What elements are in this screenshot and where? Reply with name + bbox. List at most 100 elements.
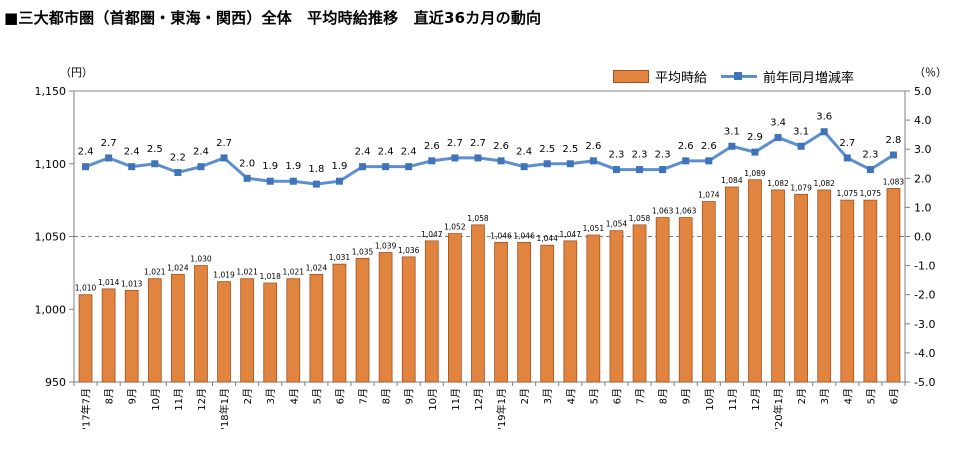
right-axis-tick-label: 5.0 <box>914 85 932 98</box>
x-axis-category-label: 5月 <box>311 388 323 404</box>
bar <box>240 278 254 383</box>
x-axis-category-label: 3月 <box>265 388 277 404</box>
line-data-label: 1.9 <box>332 161 348 172</box>
line-point-marker <box>659 166 667 174</box>
line-data-label: 2.4 <box>193 147 209 158</box>
bar-data-label: 1,089 <box>744 169 766 178</box>
bar <box>78 294 93 383</box>
bar-data-label: 1,018 <box>259 272 281 281</box>
bar-data-label: 1,047 <box>560 230 582 239</box>
x-axis-category-label: '17年7月 <box>80 388 93 430</box>
bar <box>863 199 878 383</box>
line-point-marker <box>82 163 90 171</box>
left-axis-tick-label: 1,100 <box>35 158 67 171</box>
right-axis-tick-label: -2.0 <box>914 289 935 302</box>
bar-data-label: 1,051 <box>583 224 605 233</box>
line-data-label: 2.3 <box>862 150 878 161</box>
bar-data-label: 1,021 <box>236 268 258 277</box>
legend-bar-label: 平均時給 <box>655 71 708 86</box>
line-data-label: 2.4 <box>355 147 371 158</box>
line-point-marker <box>359 163 367 171</box>
bar <box>540 244 555 383</box>
right-axis-tick-label: 1.0 <box>914 201 932 214</box>
x-axis-category-label: 5月 <box>588 388 600 404</box>
bar-data-label: 1,044 <box>536 234 558 243</box>
line-point-marker <box>151 160 159 168</box>
line-data-label: 2.5 <box>562 144 578 155</box>
line-data-label: 2.4 <box>516 147 532 158</box>
x-axis-category-label: 12月 <box>750 388 762 411</box>
bar <box>517 241 531 383</box>
bar-data-label: 1,074 <box>698 191 720 200</box>
line-data-label: 1.9 <box>262 161 278 172</box>
line-point-marker <box>312 180 320 188</box>
x-axis-category-label: 3月 <box>542 388 554 404</box>
line-point-marker <box>751 148 759 156</box>
bar <box>794 193 808 383</box>
bar <box>424 240 439 383</box>
bar <box>632 224 647 383</box>
bar <box>194 265 208 383</box>
bar <box>448 233 462 383</box>
bar-data-label: 1,036 <box>398 246 420 255</box>
legend-line-label: 前年同月増減率 <box>763 71 855 86</box>
bar-data-label: 1,075 <box>837 189 859 198</box>
bar <box>171 273 185 383</box>
x-axis-category-label: 12月 <box>473 388 485 411</box>
line-series-path <box>85 129 895 186</box>
legend: 平均時給 前年同月増減率 <box>613 67 868 86</box>
line-point-marker <box>382 163 390 171</box>
line-point-marker <box>520 163 528 171</box>
bar <box>609 230 624 383</box>
bar-data-label: 1,024 <box>167 263 189 272</box>
left-axis-tick-label: 1,050 <box>35 231 67 244</box>
bar <box>263 282 278 383</box>
line-data-label: 2.4 <box>78 147 94 158</box>
bar <box>286 278 301 383</box>
line-point-marker <box>612 166 620 174</box>
bar-data-label: 1,024 <box>306 263 328 272</box>
line-data-label: 2.5 <box>539 144 555 155</box>
x-axis-category-label: 9月 <box>404 388 416 404</box>
legend-item-bar: 平均時給 <box>613 67 707 86</box>
line-point-marker <box>174 168 182 176</box>
bar <box>655 217 670 383</box>
bar <box>401 256 416 383</box>
right-axis-tick-label: -3.0 <box>914 318 935 331</box>
bar <box>355 257 370 383</box>
line-point-marker <box>428 157 436 165</box>
x-axis-category-label: 6月 <box>611 388 623 404</box>
line-data-label: 2.6 <box>493 141 509 152</box>
legend-item-line: 前年同月増減率 <box>721 67 854 86</box>
bar-data-label: 1,082 <box>767 179 789 188</box>
line-point-marker <box>589 157 597 165</box>
bar-data-label: 1,021 <box>144 268 166 277</box>
line-data-label: 2.6 <box>585 141 601 152</box>
bar-data-label: 1,063 <box>652 207 674 216</box>
x-axis-category-label: 8月 <box>381 388 393 404</box>
line-point-marker <box>774 134 782 142</box>
bar <box>101 288 116 383</box>
line-point-marker <box>636 166 644 174</box>
left-axis-tick-label: 950 <box>45 376 66 389</box>
x-axis-category-label: 2月 <box>242 388 254 404</box>
line-data-label: 2.8 <box>886 135 902 146</box>
x-axis-category-label: 8月 <box>658 388 670 404</box>
line-data-label: 2.7 <box>447 138 463 149</box>
line-data-label: 2.4 <box>401 147 417 158</box>
right-axis-tick-label: 2.0 <box>914 172 932 185</box>
line-point-marker <box>197 163 205 171</box>
bar <box>494 241 508 383</box>
bar <box>701 201 716 383</box>
bar <box>124 289 139 383</box>
bar <box>771 189 785 383</box>
bar-data-label: 1,075 <box>860 189 882 198</box>
bar <box>471 224 485 383</box>
x-axis-category-label: 12月 <box>196 388 208 411</box>
bar <box>840 199 855 383</box>
line-data-label: 3.1 <box>724 126 740 137</box>
line-data-label: 2.3 <box>609 150 625 161</box>
right-axis-tick-label: 0.0 <box>914 231 932 244</box>
bar-data-label: 1,063 <box>675 207 697 216</box>
bar-data-label: 1,082 <box>813 179 835 188</box>
